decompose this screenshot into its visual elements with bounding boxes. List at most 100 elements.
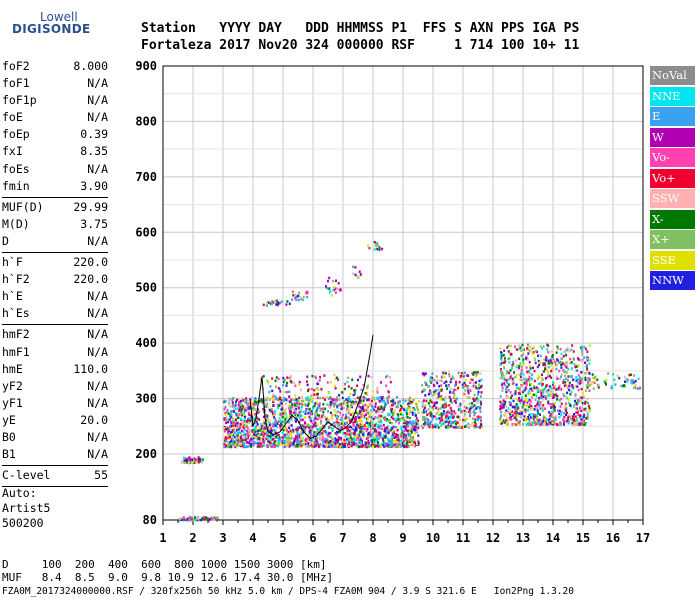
echo-point <box>379 414 382 418</box>
echo-point <box>544 422 546 425</box>
echo-point <box>536 401 539 404</box>
echo-point <box>416 408 419 411</box>
echo-point <box>400 417 403 420</box>
echo-point <box>259 442 262 445</box>
echo-point <box>298 396 301 400</box>
echo-point <box>193 457 196 460</box>
echo-point <box>243 427 246 430</box>
echo-point <box>300 414 303 418</box>
echo-point <box>466 387 469 390</box>
echo-point <box>474 385 477 388</box>
echo-point <box>288 410 291 413</box>
echo-point <box>315 393 318 396</box>
echo-point <box>268 390 270 394</box>
echo-point <box>502 419 505 422</box>
echo-point <box>316 431 319 435</box>
echo-point <box>268 434 271 438</box>
echo-point <box>579 359 582 362</box>
echo-point <box>350 444 353 448</box>
echo-point <box>444 371 447 375</box>
echo-point <box>387 428 390 431</box>
echo-point <box>395 417 398 420</box>
echo-point <box>318 406 321 409</box>
echo-point <box>329 411 332 415</box>
echo-point <box>305 398 308 401</box>
echo-point <box>331 438 334 442</box>
echo-point <box>507 383 510 386</box>
echo-point <box>370 418 373 421</box>
echo-point <box>391 408 394 411</box>
echo-point <box>278 399 281 402</box>
echo-point <box>471 417 474 420</box>
echo-point <box>334 377 337 381</box>
echo-point <box>290 398 293 402</box>
echo-point <box>377 397 380 401</box>
echo-point <box>258 418 261 421</box>
echo-point <box>246 424 249 427</box>
echo-point <box>274 417 277 420</box>
echo-point <box>274 379 277 383</box>
echo-point <box>316 401 319 405</box>
echo-point <box>525 383 528 386</box>
echo-point <box>576 401 579 404</box>
echo-point <box>405 412 408 415</box>
echo-point <box>397 421 400 425</box>
echo-point <box>253 408 256 411</box>
echo-point <box>365 421 368 425</box>
echo-point <box>414 441 416 444</box>
echo-point <box>356 444 359 448</box>
echo-point <box>361 423 364 427</box>
echo-point <box>441 422 444 426</box>
echo-point <box>396 439 399 442</box>
echo-point <box>336 444 339 447</box>
echo-point <box>355 442 358 445</box>
echo-point <box>330 415 333 418</box>
echo-point <box>271 410 274 413</box>
echo-point <box>434 379 437 383</box>
echo-point <box>277 406 280 410</box>
echo-point <box>370 420 373 423</box>
echo-point <box>409 443 412 446</box>
echo-point <box>392 435 395 439</box>
echo-point <box>402 401 405 404</box>
echo-point <box>368 443 371 447</box>
param-row: yF1 N/A <box>2 395 108 412</box>
echo-point <box>282 411 285 414</box>
echo-point <box>250 414 253 417</box>
echo-point <box>319 422 322 425</box>
echo-point <box>604 381 607 384</box>
echo-point <box>473 409 476 412</box>
echo-point <box>583 413 586 417</box>
echo-point <box>527 378 530 381</box>
echo-point <box>285 432 288 436</box>
echo-point <box>421 372 424 376</box>
echo-point <box>256 400 259 403</box>
echo-point <box>401 438 404 441</box>
echo-point <box>352 437 355 440</box>
echo-point <box>514 375 517 379</box>
echo-point <box>478 383 480 387</box>
echo-point <box>499 363 502 366</box>
echo-point <box>412 443 415 447</box>
echo-point <box>437 426 440 429</box>
echo-point <box>624 385 627 388</box>
echo-point <box>547 418 550 422</box>
echo-point <box>406 442 409 445</box>
echo-point <box>506 381 509 384</box>
echo-point <box>415 417 418 420</box>
echo-point <box>521 343 524 347</box>
echo-point <box>253 441 256 445</box>
echo-point <box>248 407 251 410</box>
echo-point <box>346 416 349 420</box>
legend-item-noval: NoVal <box>650 66 695 85</box>
echo-point <box>399 409 402 413</box>
echo-point <box>508 361 511 364</box>
echo-point <box>382 399 385 403</box>
echo-point <box>228 427 231 431</box>
echo-point <box>316 436 319 440</box>
param-name: h`F2 <box>2 272 30 287</box>
footer-d-row: D 100 200 400 600 800 1000 1500 3000 [km… <box>2 558 327 571</box>
echo-point <box>367 437 369 440</box>
echo-point <box>236 434 239 437</box>
